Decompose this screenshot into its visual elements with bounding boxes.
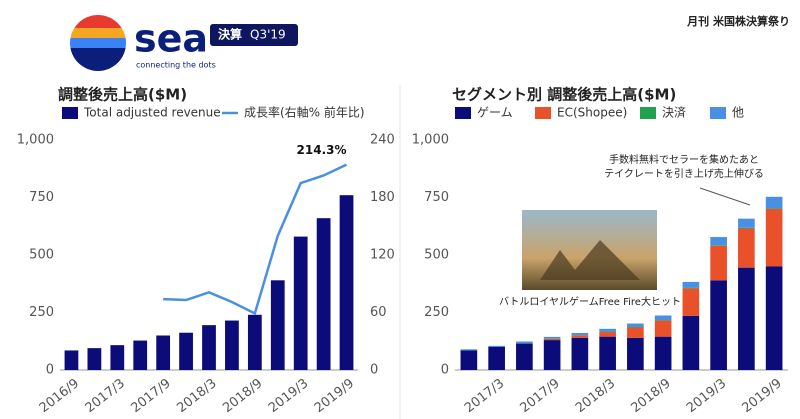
legend-swatch (455, 107, 471, 119)
bar (64, 350, 79, 370)
bar (627, 337, 644, 370)
bar (682, 281, 700, 288)
bar (460, 349, 478, 351)
data-label: 214.3% (297, 143, 347, 157)
logo-text: sea (134, 17, 208, 61)
annotation-line: バトルロイヤルゲームFree Fire大ヒット (499, 295, 681, 308)
bar (738, 228, 755, 268)
bar (316, 218, 331, 370)
bar (133, 340, 148, 370)
bar (543, 336, 561, 339)
y-tick-label: 750 (424, 190, 449, 205)
y2-tick-label: 60 (370, 305, 387, 320)
y2-tick-label: 0 (370, 363, 378, 378)
y-tick-label: 250 (424, 305, 449, 320)
bar (460, 350, 478, 370)
bar (765, 209, 783, 267)
y-tick-label: 250 (29, 305, 54, 320)
bar (156, 335, 171, 370)
badge-period: Q3'19 (250, 28, 286, 42)
annotation-line: 手数料無料でセラーを集めたあと (609, 153, 759, 166)
y-tick-label: 1,000 (412, 133, 449, 148)
y-tick-label: 750 (29, 190, 54, 205)
bar (654, 320, 672, 337)
bar (765, 266, 783, 370)
bar (654, 336, 672, 370)
bar (710, 280, 727, 370)
y-tick-label: 1,000 (17, 133, 54, 148)
bar (571, 337, 589, 370)
bar (293, 236, 308, 370)
legend-label: 成長率(右軸% 前年比) (244, 105, 365, 120)
line (163, 163, 348, 316)
bar (516, 343, 533, 370)
badge-label: 決算 (218, 27, 242, 42)
bar (225, 320, 239, 370)
bar (270, 280, 285, 370)
annotation: 手数料無料でセラーを集めたあとテイクレートを引き上げ売上伸びる (604, 153, 764, 180)
bar (738, 227, 755, 229)
bar (627, 323, 644, 327)
legend-swatch (710, 107, 726, 119)
bar (543, 338, 561, 341)
y-tick-label: 500 (424, 248, 449, 263)
bar (682, 287, 700, 289)
bar (710, 237, 727, 246)
bar (571, 335, 589, 338)
bar (110, 345, 125, 370)
bar (516, 341, 533, 344)
y-tick-label: 0 (441, 363, 449, 378)
bar (682, 315, 700, 370)
bar (599, 336, 616, 370)
bar (179, 332, 193, 370)
badge (210, 24, 298, 46)
chart-title: セグメント別 調整後売上高($M) (452, 86, 676, 104)
bar (571, 332, 589, 336)
bar (488, 345, 505, 347)
legend-swatch (535, 107, 551, 119)
y2-tick-label: 180 (370, 190, 395, 205)
annotation-arrow (699, 187, 751, 206)
bar (682, 288, 700, 316)
legend-label: Total adjusted revenue (83, 106, 221, 120)
bar (543, 340, 561, 370)
bar (87, 348, 102, 370)
bar (247, 314, 262, 370)
bar (710, 245, 727, 281)
y2-tick-label: 240 (370, 133, 395, 148)
legend-label: 決済 (662, 105, 686, 120)
chart-title: 調整後売上高($M) (58, 86, 187, 104)
bar (339, 195, 354, 370)
bar (710, 245, 727, 246)
corner-label: 月刊 米国株決算祭り (686, 14, 790, 28)
bar (765, 208, 783, 209)
logo-tagline: connecting the dots (136, 61, 216, 70)
game-image-hill (540, 240, 640, 280)
bar (488, 347, 505, 370)
annotation-line: テイクレートを引き上げ売上伸びる (604, 167, 764, 180)
annotation: バトルロイヤルゲームFree Fire大ヒット (499, 295, 681, 308)
legend-label: ゲーム (477, 106, 513, 120)
legend-swatch (640, 107, 656, 119)
bar (654, 315, 672, 321)
y-tick-label: 0 (46, 363, 54, 378)
y2-tick-label: 120 (370, 248, 395, 263)
bar (765, 196, 783, 209)
bar (599, 332, 616, 337)
legend-swatch (62, 107, 78, 119)
bar (202, 325, 216, 370)
y-tick-label: 500 (29, 248, 54, 263)
bar (599, 328, 616, 332)
bar (627, 327, 644, 338)
bar (738, 218, 755, 228)
bar (738, 267, 755, 370)
legend-label: EC(Shopee) (557, 106, 627, 120)
legend-label: 他 (732, 106, 744, 120)
